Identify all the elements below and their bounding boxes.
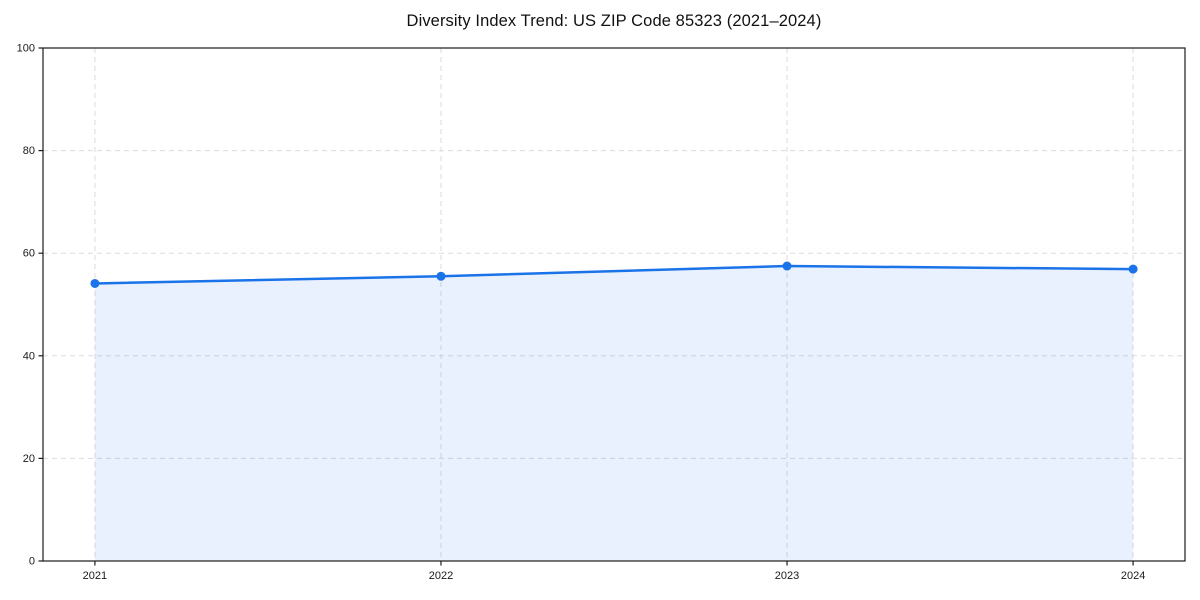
axes-spines [42,47,1186,562]
chart-title: Diversity Index Trend: US ZIP Code 85323… [406,12,822,30]
x-tick-label: 2021 [83,570,107,582]
area-fill [94,266,1134,561]
data-point-2024 [1128,264,1138,274]
y-tick-label: 40 [23,350,35,362]
x-tick-label: 2024 [1121,570,1145,582]
data-point-2023 [782,261,792,271]
x-tick-label: 2023 [775,570,799,582]
y-tick-label: 0 [29,556,35,568]
x-tick-label: 2022 [429,570,453,582]
y-tick-label: 20 [23,453,35,465]
y-tick-label: 60 [23,248,35,260]
trend-line [93,264,1135,285]
y-tick-label: 100 [17,43,35,55]
data-point-2022 [436,271,446,281]
data-point-2021 [90,278,100,288]
y-tick-label: 80 [23,145,35,157]
